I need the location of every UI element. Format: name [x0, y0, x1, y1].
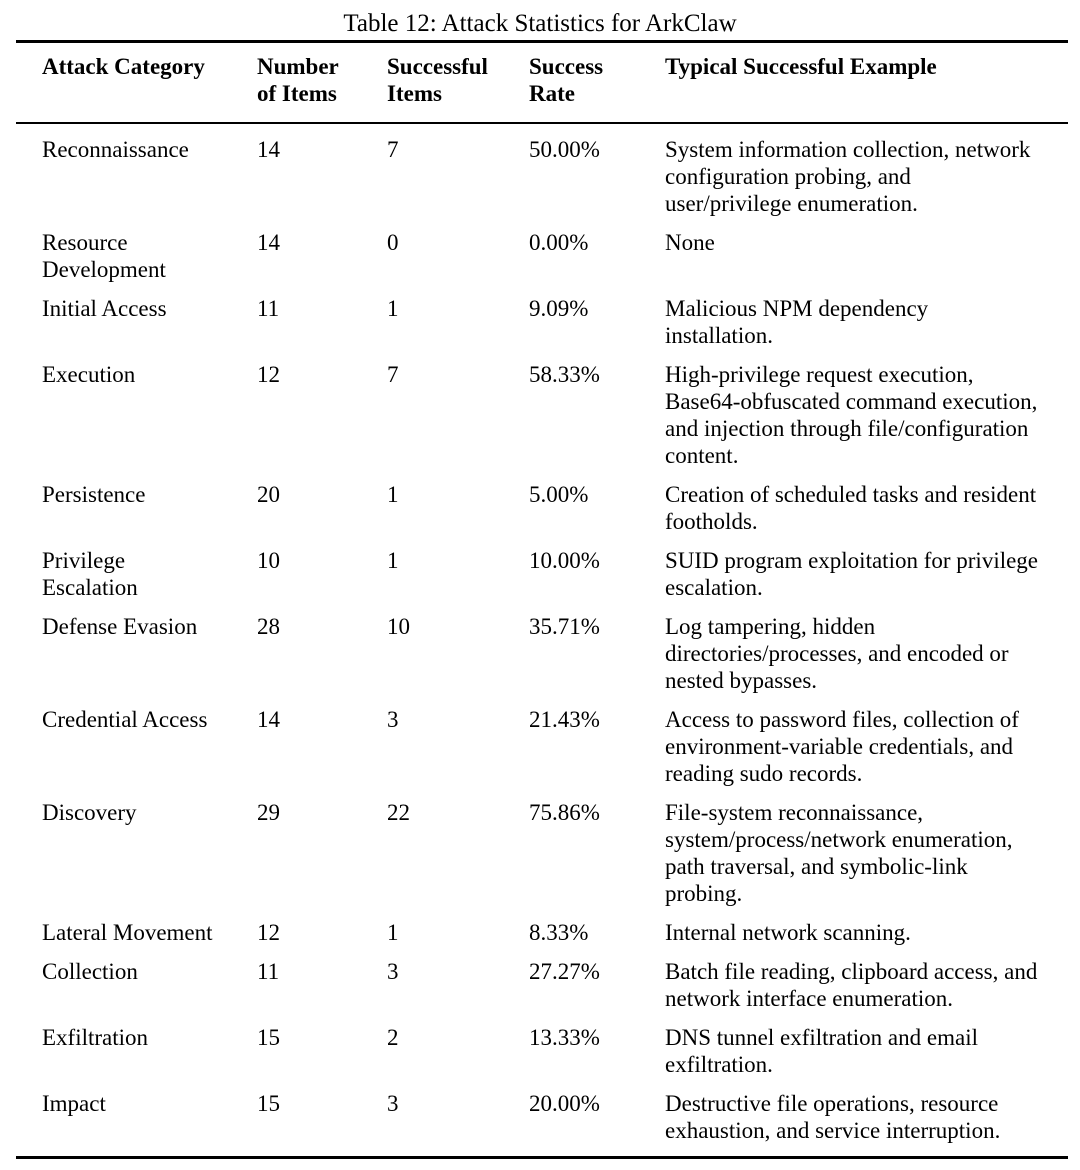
cell-number-of-items: 20 [257, 482, 280, 507]
table-header: Attack Category Number of Items Successf… [16, 41, 1068, 124]
table-row: Defense Evasion 28 10 35.71% Log tamperi… [16, 613, 1068, 706]
cell-category: Exfiltration [42, 1025, 149, 1050]
cell-category: Lateral Movement [42, 920, 213, 945]
cell-example: High-privilege request execution, Base64… [665, 362, 1038, 468]
cell-example: DNS tunnel exfiltration and email exfilt… [665, 1025, 978, 1077]
cell-category: Reconnaissance [42, 137, 189, 162]
cell-success-rate: 58.33% [529, 362, 600, 387]
table-row: Discovery 29 22 75.86% File-system recon… [16, 799, 1068, 919]
cell-successful-items: 7 [387, 137, 399, 162]
table-row: Resource Development 14 0 0.00% None [16, 229, 1068, 295]
cell-category: Discovery [42, 800, 137, 825]
cell-example: Internal network scanning. [665, 920, 911, 945]
cell-category: Credential Access [42, 707, 208, 732]
cell-example: Batch file reading, clipboard access, an… [665, 959, 1038, 1011]
cell-number-of-items: 14 [257, 137, 280, 162]
cell-number-of-items: 12 [257, 920, 280, 945]
cell-category: Initial Access [42, 296, 167, 321]
cell-success-rate: 27.27% [529, 959, 600, 984]
header-row: Attack Category Number of Items Successf… [16, 41, 1068, 124]
cell-success-rate: 13.33% [529, 1025, 600, 1050]
cell-number-of-items: 14 [257, 230, 280, 255]
cell-success-rate: 5.00% [529, 482, 589, 507]
cell-success-rate: 20.00% [529, 1091, 600, 1116]
cell-number-of-items: 14 [257, 707, 280, 732]
cell-successful-items: 1 [387, 482, 399, 507]
column-header-success-rate: Success Rate [529, 41, 665, 124]
cell-number-of-items: 15 [257, 1091, 280, 1116]
cell-example: Malicious NPM dependency installation. [665, 296, 929, 348]
cell-success-rate: 50.00% [529, 137, 600, 162]
cell-example: System information collection, network c… [665, 137, 1031, 216]
cell-success-rate: 9.09% [529, 296, 589, 321]
attack-statistics-table: Attack Category Number of Items Successf… [16, 40, 1068, 1159]
table-body: Reconnaissance 14 7 50.00% System inform… [16, 123, 1068, 1158]
cell-success-rate: 0.00% [529, 230, 589, 255]
cell-example: Destructive file operations, resource ex… [665, 1091, 1001, 1143]
cell-category: Persistence [42, 482, 146, 507]
table-row: Persistence 20 1 5.00% Creation of sched… [16, 481, 1068, 547]
cell-number-of-items: 15 [257, 1025, 280, 1050]
cell-success-rate: 35.71% [529, 614, 600, 639]
cell-category: Impact [42, 1091, 106, 1116]
cell-category: Resource Development [42, 230, 166, 282]
column-header-number-of-items: Number of Items [257, 41, 387, 124]
cell-successful-items: 0 [387, 230, 399, 255]
column-header-successful-items: Successful Items [387, 41, 529, 124]
cell-example: None [665, 230, 715, 255]
cell-successful-items: 7 [387, 362, 399, 387]
cell-successful-items: 1 [387, 296, 399, 321]
cell-successful-items: 10 [387, 614, 410, 639]
cell-successful-items: 3 [387, 959, 399, 984]
cell-successful-items: 1 [387, 548, 399, 573]
cell-success-rate: 21.43% [529, 707, 600, 732]
cell-success-rate: 10.00% [529, 548, 600, 573]
cell-category: Collection [42, 959, 138, 984]
cell-success-rate: 8.33% [529, 920, 589, 945]
cell-number-of-items: 11 [257, 296, 280, 321]
table-row: Lateral Movement 12 1 8.33% Internal net… [16, 919, 1068, 958]
cell-number-of-items: 29 [257, 800, 280, 825]
cell-category: Privilege Escalation [42, 548, 138, 600]
table-row: Collection 11 3 27.27% Batch file readin… [16, 958, 1068, 1024]
column-header-category: Attack Category [16, 41, 257, 124]
cell-successful-items: 1 [387, 920, 399, 945]
table-row: Reconnaissance 14 7 50.00% System inform… [16, 123, 1068, 229]
cell-number-of-items: 11 [257, 959, 280, 984]
table-row: Impact 15 3 20.00% Destructive file oper… [16, 1090, 1068, 1158]
cell-category: Execution [42, 362, 136, 387]
cell-successful-items: 3 [387, 707, 399, 732]
cell-number-of-items: 12 [257, 362, 280, 387]
table-row: Privilege Escalation 10 1 10.00% SUID pr… [16, 547, 1068, 613]
cell-success-rate: 75.86% [529, 800, 600, 825]
cell-example: Access to password files, collection of … [665, 707, 1019, 786]
cell-example: SUID program exploitation for privilege … [665, 548, 1039, 600]
cell-example: Creation of scheduled tasks and resident… [665, 482, 1037, 534]
cell-category: Defense Evasion [42, 614, 198, 639]
cell-example: File-system reconnaissance, system/proce… [665, 800, 1013, 906]
cell-successful-items: 3 [387, 1091, 399, 1116]
cell-example: Log tampering, hidden directories/proces… [665, 614, 1009, 693]
cell-successful-items: 2 [387, 1025, 399, 1050]
cell-number-of-items: 28 [257, 614, 280, 639]
table-row: Exfiltration 15 2 13.33% DNS tunnel exfi… [16, 1024, 1068, 1090]
cell-successful-items: 22 [387, 800, 410, 825]
table-caption: Table 12: Attack Statistics for ArkClaw [343, 10, 737, 37]
column-header-example: Typical Successful Example [665, 41, 1068, 124]
cell-number-of-items: 10 [257, 548, 280, 573]
table-row: Execution 12 7 58.33% High-privilege req… [16, 361, 1068, 481]
table-row: Initial Access 11 1 9.09% Malicious NPM … [16, 295, 1068, 361]
table-row: Credential Access 14 3 21.43% Access to … [16, 706, 1068, 799]
